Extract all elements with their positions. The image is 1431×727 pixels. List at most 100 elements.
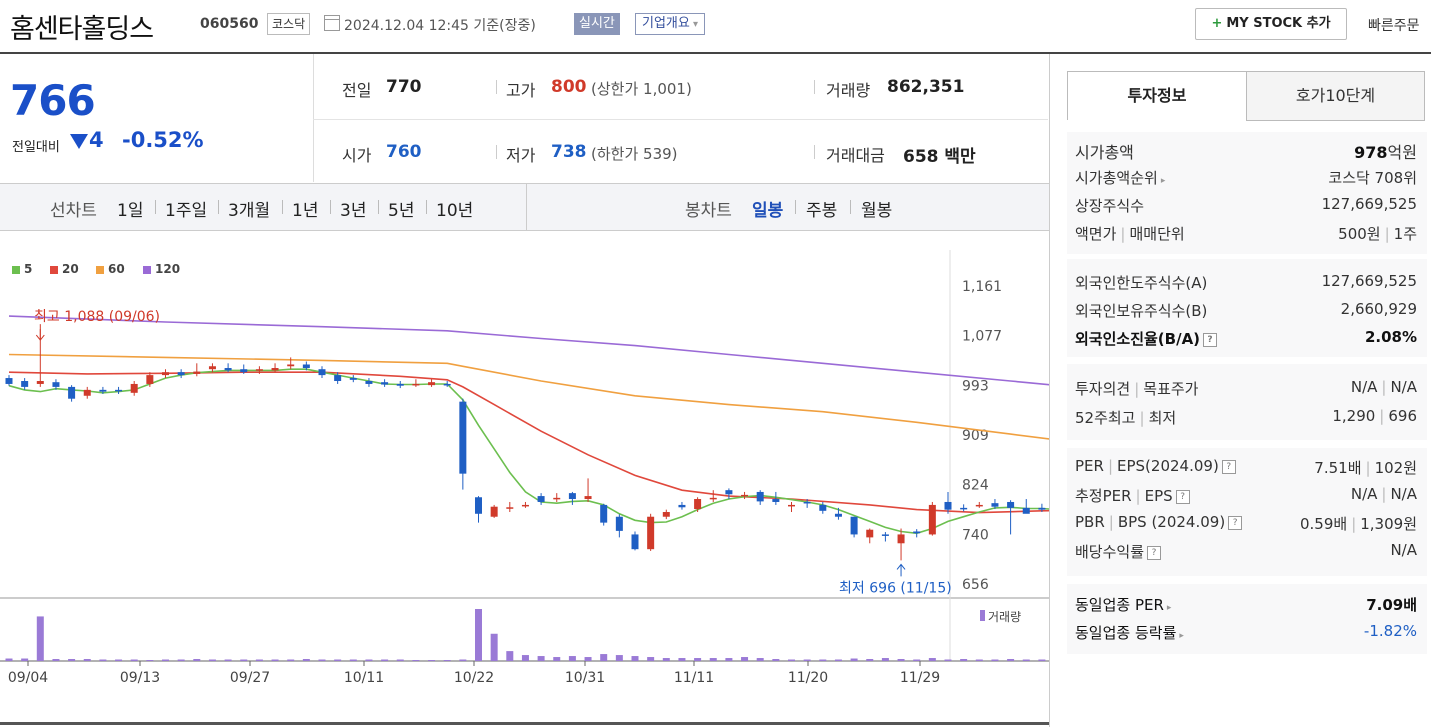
volume-bar (521, 655, 529, 661)
legend-ma120: 120 (143, 262, 180, 276)
period-3y[interactable]: 3년 (340, 201, 367, 221)
legend-swatch (50, 265, 58, 274)
price-chart-svg[interactable]: 1,161 1,077 993 909 824 740 656 09/04 09/13 09/27… (0, 230, 1049, 727)
separator (378, 200, 379, 214)
candle-body (881, 534, 889, 536)
volume-bar (694, 658, 702, 661)
volume-bar (928, 658, 936, 661)
line-chart-label[interactable]: 선차트 (50, 201, 97, 221)
x-tick-label: 11/29 (900, 670, 940, 686)
upper-limit: (상한가 1,001) (591, 80, 692, 98)
separator (496, 145, 497, 159)
help-icon[interactable]: ? (1221, 459, 1236, 474)
candle-body (428, 382, 436, 386)
volume-bar (662, 658, 670, 661)
period-5y[interactable]: 5년 (388, 201, 415, 221)
candle-body (349, 378, 357, 380)
volume-bar (600, 654, 608, 661)
volume-bar (396, 659, 404, 661)
help-icon[interactable]: ? (1175, 489, 1190, 504)
candle-body (568, 493, 576, 500)
quick-order-link[interactable]: 빠른주문 (1368, 18, 1420, 34)
volume-bar (850, 658, 858, 661)
foreign-hold-row: 외국인보유주식수(B) 2,660,929 (1075, 300, 1417, 320)
company-name: 홈센타홀딩스 (10, 14, 154, 45)
help-icon[interactable]: ? (1203, 332, 1218, 347)
volume-bar (772, 659, 780, 661)
market-cap-rank-row[interactable]: 시가총액순위 ▸ 코스닥 708위 (1075, 169, 1417, 187)
candle-body (99, 389, 107, 392)
stock-header: 홈센타홀딩스 060560 코스닥 2024.12.04 12:45 기준(장중… (0, 0, 1431, 54)
sector-per-row[interactable]: 동일업종 PER ▸ 7.09배 (1075, 596, 1417, 614)
foreign-ratio-row: 외국인소진율(B/A)? 2.08% (1075, 328, 1417, 348)
volume-bar (537, 656, 545, 661)
change-value: 4 (89, 128, 104, 152)
tab-investment-info[interactable]: 투자정보 (1067, 71, 1247, 120)
candle-monthly[interactable]: 월봉 (861, 201, 893, 221)
ma120-line (8, 315, 1049, 386)
candle-body (287, 364, 295, 367)
separator (496, 80, 497, 94)
help-icon[interactable]: ? (1147, 545, 1162, 560)
tab-order-book[interactable]: 호가10단계 (1246, 71, 1425, 121)
volume-bar (944, 659, 952, 661)
volume-legend-swatch (980, 610, 985, 621)
sector-change-row[interactable]: 동일업종 등락률 ▸ -1.82% (1075, 622, 1417, 642)
volume-bar (913, 659, 921, 661)
caret-icon: ▸ (1160, 176, 1166, 186)
candle-body (5, 378, 13, 384)
separator (330, 200, 331, 214)
prev-close-label: 전일 (342, 81, 372, 100)
x-tick-label: 10/22 (454, 670, 494, 686)
amount-value: 658 백만 (903, 147, 976, 167)
52week-row: 52주최고 | 최저 1,290 | 696 (1075, 407, 1417, 427)
candle-body (443, 383, 451, 386)
company-overview-dropdown[interactable]: 기업개요 (635, 13, 706, 35)
volume-bar (412, 660, 420, 662)
candle-body (819, 504, 827, 511)
candle-body (381, 382, 389, 385)
candle-body (68, 386, 76, 399)
volume-bar (615, 655, 623, 661)
foreign-box: 외국인한도주식수(A) 127,669,525 외국인보유주식수(B) 2,660,… (1067, 259, 1427, 357)
toolbar-divider (526, 184, 527, 230)
volume-bar (381, 659, 389, 661)
candle-body (631, 534, 639, 550)
legend-ma60: 60 (96, 262, 125, 276)
candle-weekly[interactable]: 주봉 (806, 201, 838, 221)
period-3m[interactable]: 3개월 (228, 201, 271, 221)
x-tick-label: 10/31 (565, 670, 605, 686)
candle-body (146, 375, 154, 384)
est-per-row: 추정PER | EPS? N/A | N/A (1075, 485, 1417, 505)
volume-bar (365, 659, 373, 661)
volume-bar (897, 659, 905, 661)
candle-body (725, 490, 733, 495)
volume-bar (506, 651, 514, 661)
pbr-bps-row: PBR | BPS (2024.09)? 0.59배 | 1,309원 (1075, 513, 1417, 533)
period-10y[interactable]: 10년 (436, 201, 474, 221)
x-tick-label: 09/13 (120, 670, 160, 686)
volume-bar (1007, 659, 1015, 661)
chart-toolbar: 선차트 1일 1주일 3개월 1년 3년 5년 10년 봉차트 일봉 주봉 월봉 (0, 183, 1049, 231)
volume-bar (21, 658, 29, 661)
candle-body (741, 494, 749, 497)
candle-body (850, 516, 858, 535)
per-eps-row: PER | EPS(2024.09)? 7.51배 | 102원 (1075, 457, 1417, 477)
candle-body (1022, 507, 1030, 514)
realtime-button[interactable]: 실시간 (574, 13, 620, 35)
candle-body (52, 382, 60, 387)
volume-bar (490, 633, 498, 661)
period-1w[interactable]: 1주일 (165, 201, 208, 221)
candle-daily[interactable]: 일봉 (752, 201, 784, 221)
open-value: 760 (386, 142, 422, 162)
volume-value: 862,351 (887, 77, 965, 97)
volume-bar (459, 659, 467, 661)
help-icon[interactable]: ? (1228, 515, 1243, 530)
high-value: 800 (551, 77, 587, 97)
my-stock-add-button[interactable]: + MY STOCK 추가 (1195, 8, 1347, 40)
period-1y[interactable]: 1년 (292, 201, 319, 221)
candle-body (83, 389, 91, 396)
volume-bar (240, 659, 248, 661)
volume-bar (678, 658, 686, 661)
period-1d[interactable]: 1일 (117, 201, 144, 221)
